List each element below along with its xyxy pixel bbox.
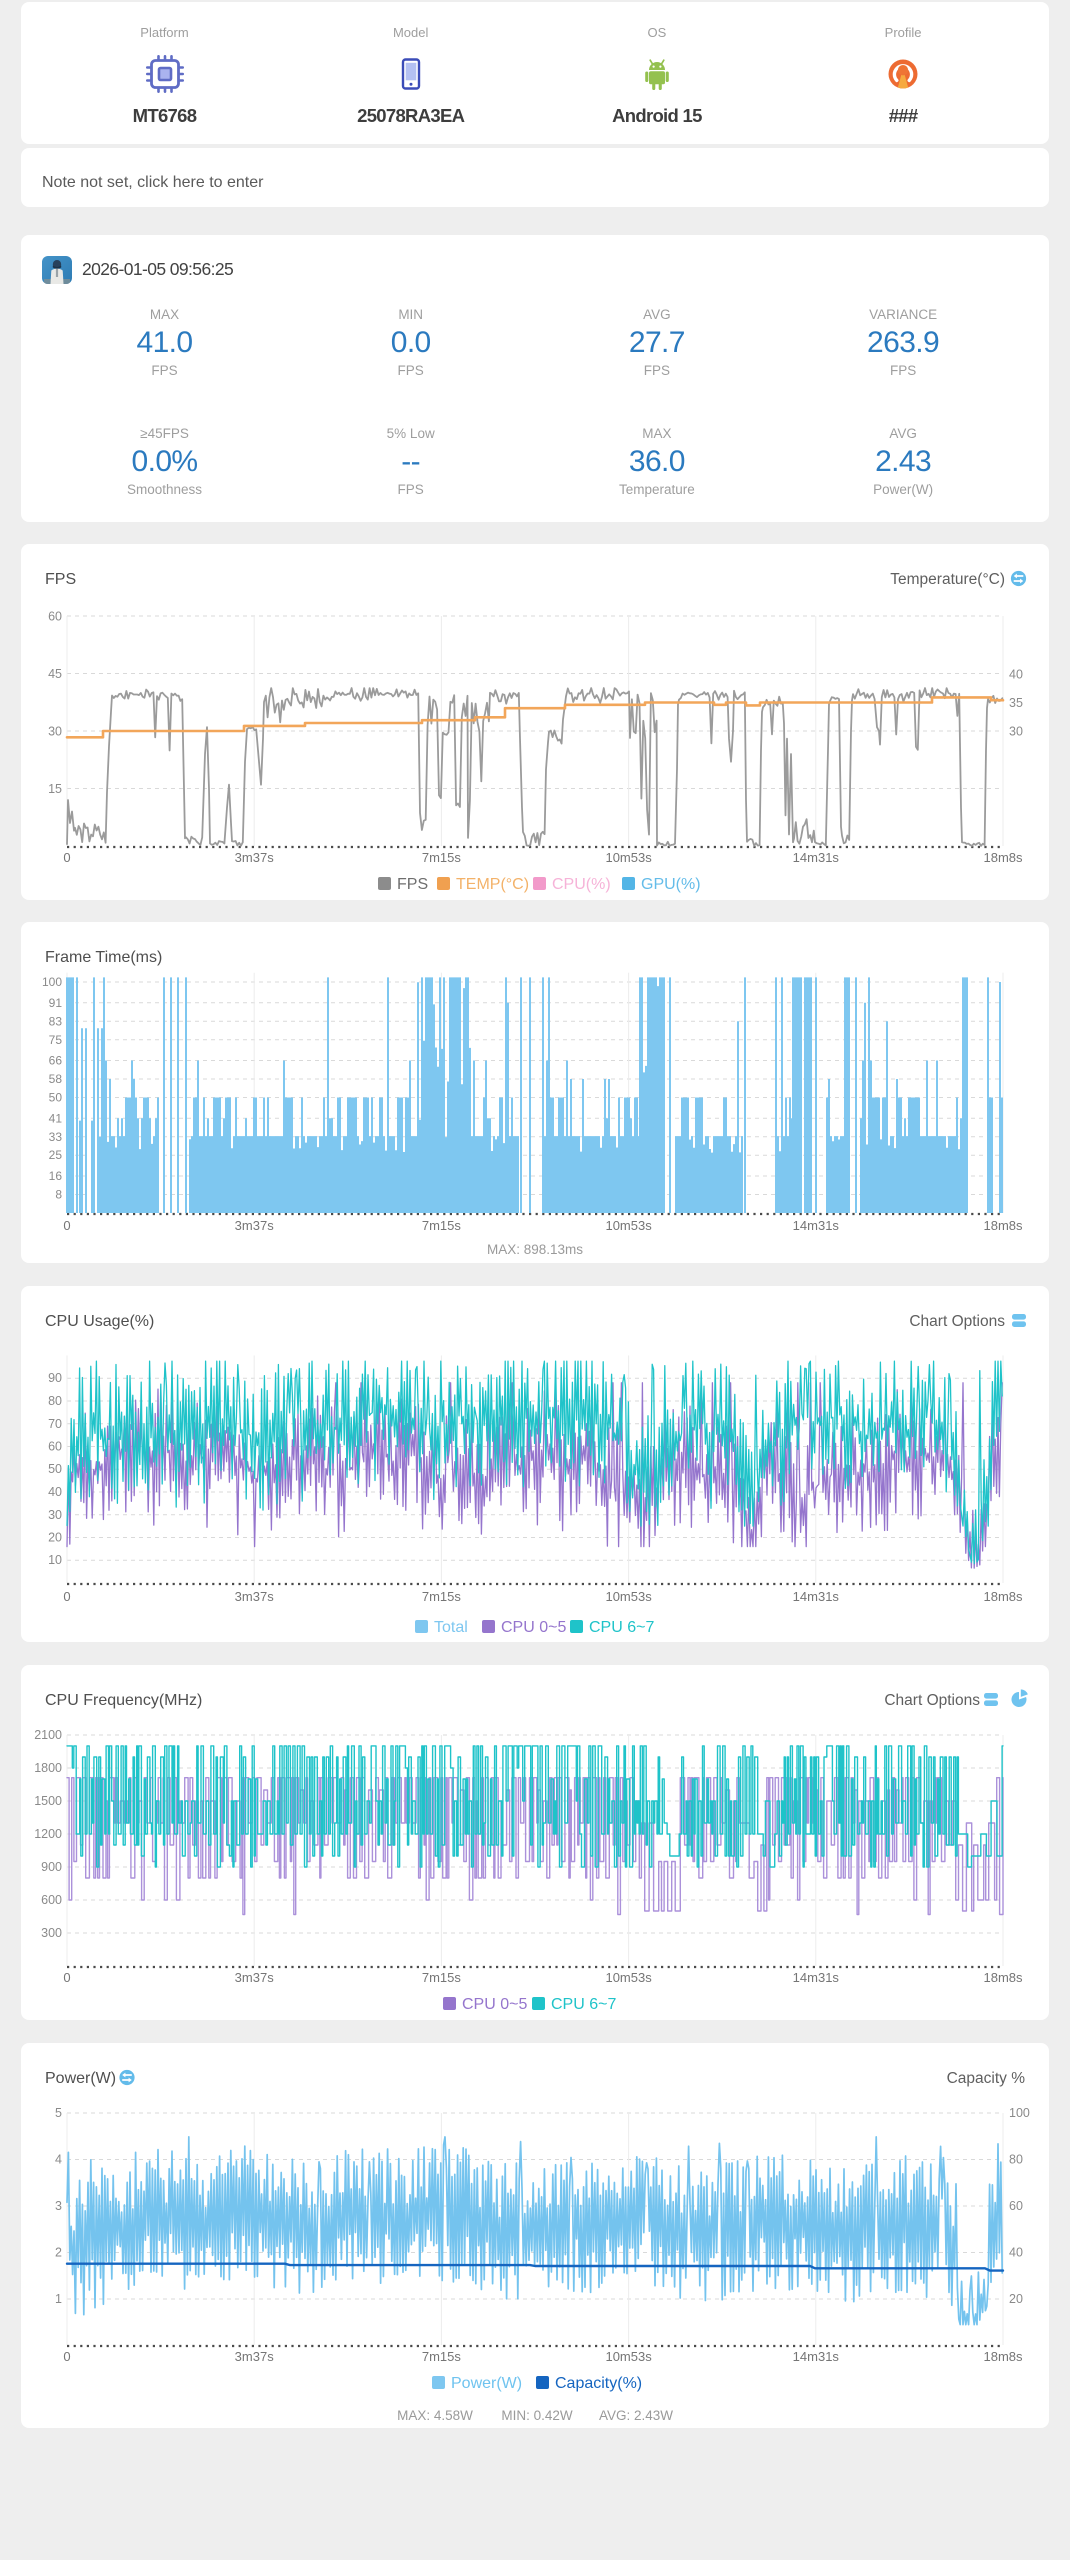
svg-text:35: 35 — [1009, 696, 1023, 710]
svg-text:50: 50 — [49, 1091, 63, 1105]
svg-text:Frame Time(ms): Frame Time(ms) — [45, 949, 162, 966]
svg-text:FPS: FPS — [397, 876, 428, 893]
svg-text:18m8s: 18m8s — [983, 2349, 1023, 2364]
svg-text:1500: 1500 — [34, 1794, 62, 1808]
svg-text:FPS: FPS — [45, 571, 76, 588]
svg-text:Total: Total — [434, 1619, 468, 1636]
svg-text:Power(W): Power(W) — [451, 2375, 522, 2392]
svg-text:40: 40 — [48, 1485, 62, 1499]
svg-text:10m53s: 10m53s — [605, 1589, 652, 1604]
svg-text:30: 30 — [48, 1508, 62, 1522]
svg-text:900: 900 — [41, 1860, 62, 1874]
svg-text:45: 45 — [48, 667, 62, 681]
svg-text:18m8s: 18m8s — [983, 1970, 1023, 1985]
svg-text:3m37s: 3m37s — [235, 1589, 275, 1604]
svg-text:Capacity(%): Capacity(%) — [555, 2375, 642, 2392]
svg-text:15: 15 — [48, 782, 62, 796]
svg-text:300: 300 — [41, 1926, 62, 1940]
svg-text:4: 4 — [55, 2153, 62, 2167]
svg-text:100: 100 — [1009, 2106, 1030, 2120]
svg-text:30: 30 — [1009, 725, 1023, 739]
svg-text:0: 0 — [63, 1589, 70, 1604]
svg-text:AVG: 2.43W: AVG: 2.43W — [599, 2408, 673, 2423]
svg-text:40: 40 — [1009, 2246, 1023, 2260]
svg-text:10m53s: 10m53s — [605, 2349, 652, 2364]
svg-text:Temperature(°C): Temperature(°C) — [890, 571, 1005, 588]
svg-text:40: 40 — [1009, 668, 1023, 682]
svg-text:14m31s: 14m31s — [793, 1589, 840, 1604]
svg-text:1800: 1800 — [34, 1761, 62, 1775]
svg-text:5: 5 — [55, 2106, 62, 2120]
svg-text:Power(W): Power(W) — [45, 2070, 116, 2087]
svg-text:Chart Options: Chart Options — [909, 1313, 1005, 1330]
svg-text:3m37s: 3m37s — [235, 850, 275, 865]
svg-text:20: 20 — [1009, 2292, 1023, 2306]
svg-text:MAX: 4.58W: MAX: 4.58W — [397, 2408, 473, 2423]
svg-text:7m15s: 7m15s — [422, 1970, 462, 1985]
svg-text:7m15s: 7m15s — [422, 850, 462, 865]
svg-text:Chart Options: Chart Options — [884, 1692, 980, 1709]
svg-text:70: 70 — [48, 1417, 62, 1431]
svg-text:1200: 1200 — [34, 1827, 62, 1841]
svg-text:CPU(%): CPU(%) — [552, 876, 611, 893]
svg-text:8: 8 — [55, 1188, 62, 1202]
svg-text:CPU 0~5: CPU 0~5 — [501, 1619, 566, 1636]
svg-text:75: 75 — [49, 1033, 63, 1047]
svg-text:58: 58 — [49, 1072, 63, 1086]
svg-text:83: 83 — [49, 1014, 63, 1028]
svg-text:80: 80 — [1009, 2153, 1023, 2167]
svg-text:60: 60 — [48, 1440, 62, 1454]
svg-text:91: 91 — [49, 996, 63, 1010]
svg-text:7m15s: 7m15s — [422, 1589, 462, 1604]
svg-text:10m53s: 10m53s — [605, 1970, 652, 1985]
svg-text:3m37s: 3m37s — [235, 1970, 275, 1985]
svg-text:MAX: 898.13ms: MAX: 898.13ms — [487, 1242, 583, 1257]
svg-text:0: 0 — [63, 1970, 70, 1985]
svg-text:7m15s: 7m15s — [422, 2349, 462, 2364]
svg-text:10m53s: 10m53s — [605, 850, 652, 865]
svg-text:66: 66 — [49, 1054, 63, 1068]
svg-text:25: 25 — [49, 1148, 63, 1162]
svg-text:16: 16 — [49, 1169, 63, 1183]
svg-text:CPU Frequency(MHz): CPU Frequency(MHz) — [45, 1692, 202, 1709]
svg-text:33: 33 — [49, 1130, 63, 1144]
svg-text:Capacity %: Capacity % — [947, 2070, 1026, 2087]
svg-text:0: 0 — [63, 850, 70, 865]
svg-text:60: 60 — [48, 610, 62, 624]
svg-text:CPU 6~7: CPU 6~7 — [551, 1996, 616, 2013]
svg-text:10: 10 — [48, 1553, 62, 1567]
svg-text:80: 80 — [48, 1394, 62, 1408]
svg-text:41: 41 — [49, 1111, 63, 1125]
svg-text:18m8s: 18m8s — [983, 850, 1023, 865]
svg-text:0: 0 — [63, 1218, 70, 1233]
svg-text:7m15s: 7m15s — [422, 1218, 462, 1233]
svg-text:30: 30 — [48, 725, 62, 739]
svg-text:600: 600 — [41, 1893, 62, 1907]
svg-text:MIN: 0.42W: MIN: 0.42W — [501, 2408, 573, 2423]
svg-text:3: 3 — [55, 2199, 62, 2213]
svg-text:14m31s: 14m31s — [793, 2349, 840, 2364]
svg-text:18m8s: 18m8s — [983, 1218, 1023, 1233]
svg-text:CPU 6~7: CPU 6~7 — [589, 1619, 654, 1636]
svg-text:GPU(%): GPU(%) — [641, 876, 701, 893]
svg-text:2100: 2100 — [34, 1728, 62, 1742]
svg-text:18m8s: 18m8s — [983, 1589, 1023, 1604]
svg-text:14m31s: 14m31s — [793, 1970, 840, 1985]
svg-text:0: 0 — [63, 2349, 70, 2364]
svg-text:14m31s: 14m31s — [793, 1218, 840, 1233]
svg-text:100: 100 — [42, 975, 62, 989]
svg-text:3m37s: 3m37s — [235, 2349, 275, 2364]
svg-text:2: 2 — [55, 2246, 62, 2260]
svg-text:TEMP(°C): TEMP(°C) — [456, 876, 529, 893]
svg-text:1: 1 — [55, 2292, 62, 2306]
svg-text:60: 60 — [1009, 2199, 1023, 2213]
svg-text:90: 90 — [48, 1371, 62, 1385]
svg-text:CPU Usage(%): CPU Usage(%) — [45, 1313, 154, 1330]
svg-text:20: 20 — [48, 1531, 62, 1545]
svg-text:14m31s: 14m31s — [793, 850, 840, 865]
svg-text:3m37s: 3m37s — [235, 1218, 275, 1233]
svg-text:CPU 0~5: CPU 0~5 — [462, 1996, 527, 2013]
svg-text:50: 50 — [48, 1462, 62, 1476]
svg-text:10m53s: 10m53s — [605, 1218, 652, 1233]
